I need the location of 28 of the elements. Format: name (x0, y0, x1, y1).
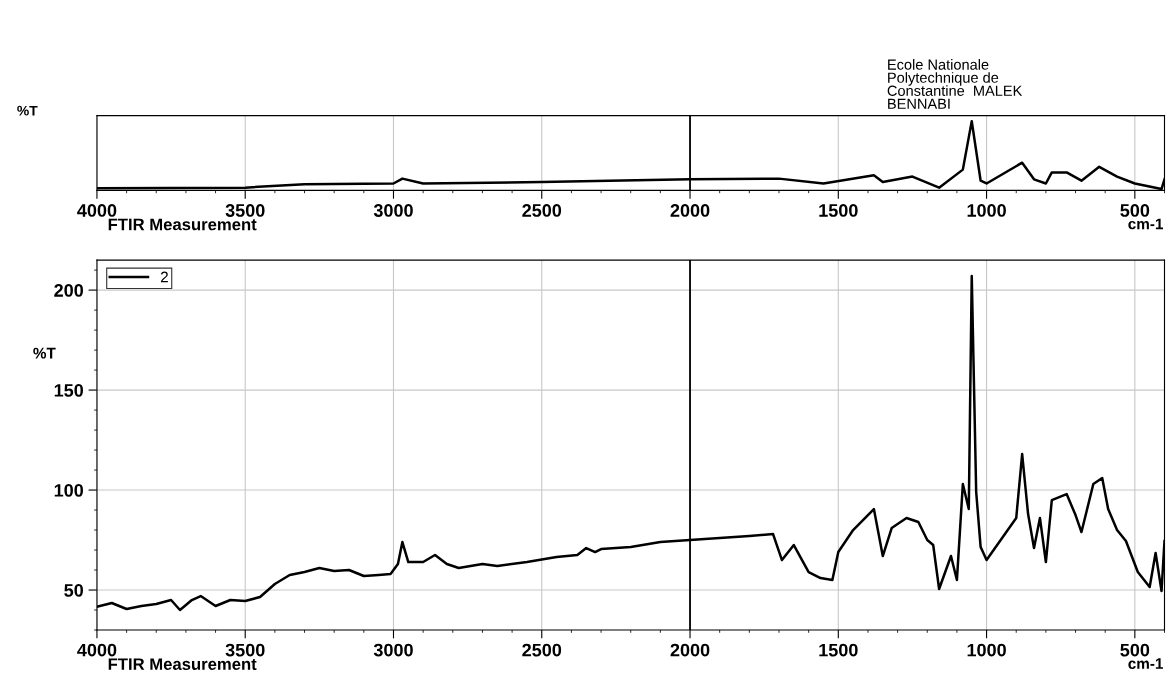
x-tick-label: 1000 (967, 204, 1006, 217)
y-axis-title: %T (33, 347, 56, 359)
y-tick-label: 100 (54, 483, 84, 497)
x-tick-label: 4000 (77, 204, 117, 217)
text: cm-1 (1128, 658, 1163, 669)
x-tick-label: 3500 (225, 204, 265, 217)
y-axis-title: %T (17, 105, 38, 116)
x-tick-label: 2000 (670, 643, 710, 657)
y-tick-label: 200 (54, 284, 84, 297)
x-tick-label: 1000 (967, 643, 1006, 657)
x-tick-label: 3000 (373, 643, 413, 657)
x-tick-label: 500 (1120, 204, 1150, 217)
x-tick-label: 2500 (522, 204, 562, 217)
x-tick-label: 500 (1120, 643, 1150, 657)
x-tick-label: 2000 (670, 204, 710, 217)
y-tick-label: 150 (54, 384, 84, 397)
legend-label: 2 (160, 271, 168, 283)
x-tick-label: 1500 (819, 643, 858, 657)
x-tick-label: 4000 (77, 643, 117, 657)
x-tick-label: 1500 (819, 204, 858, 217)
x-axis-title: FTIR Measurement (108, 218, 257, 231)
y-tick-label: 50 (64, 583, 84, 597)
x-axis-title: FTIR Measurement (108, 658, 257, 671)
x-tick-label: 3000 (373, 204, 413, 217)
x-tick-label: 2500 (522, 643, 562, 657)
x-tick-label: 3500 (225, 643, 265, 657)
chart-title: Ecole Nationale Polytechnique de Constantine MALEK BENNABI (887, 59, 1023, 109)
text: cm-1 (1128, 218, 1163, 230)
